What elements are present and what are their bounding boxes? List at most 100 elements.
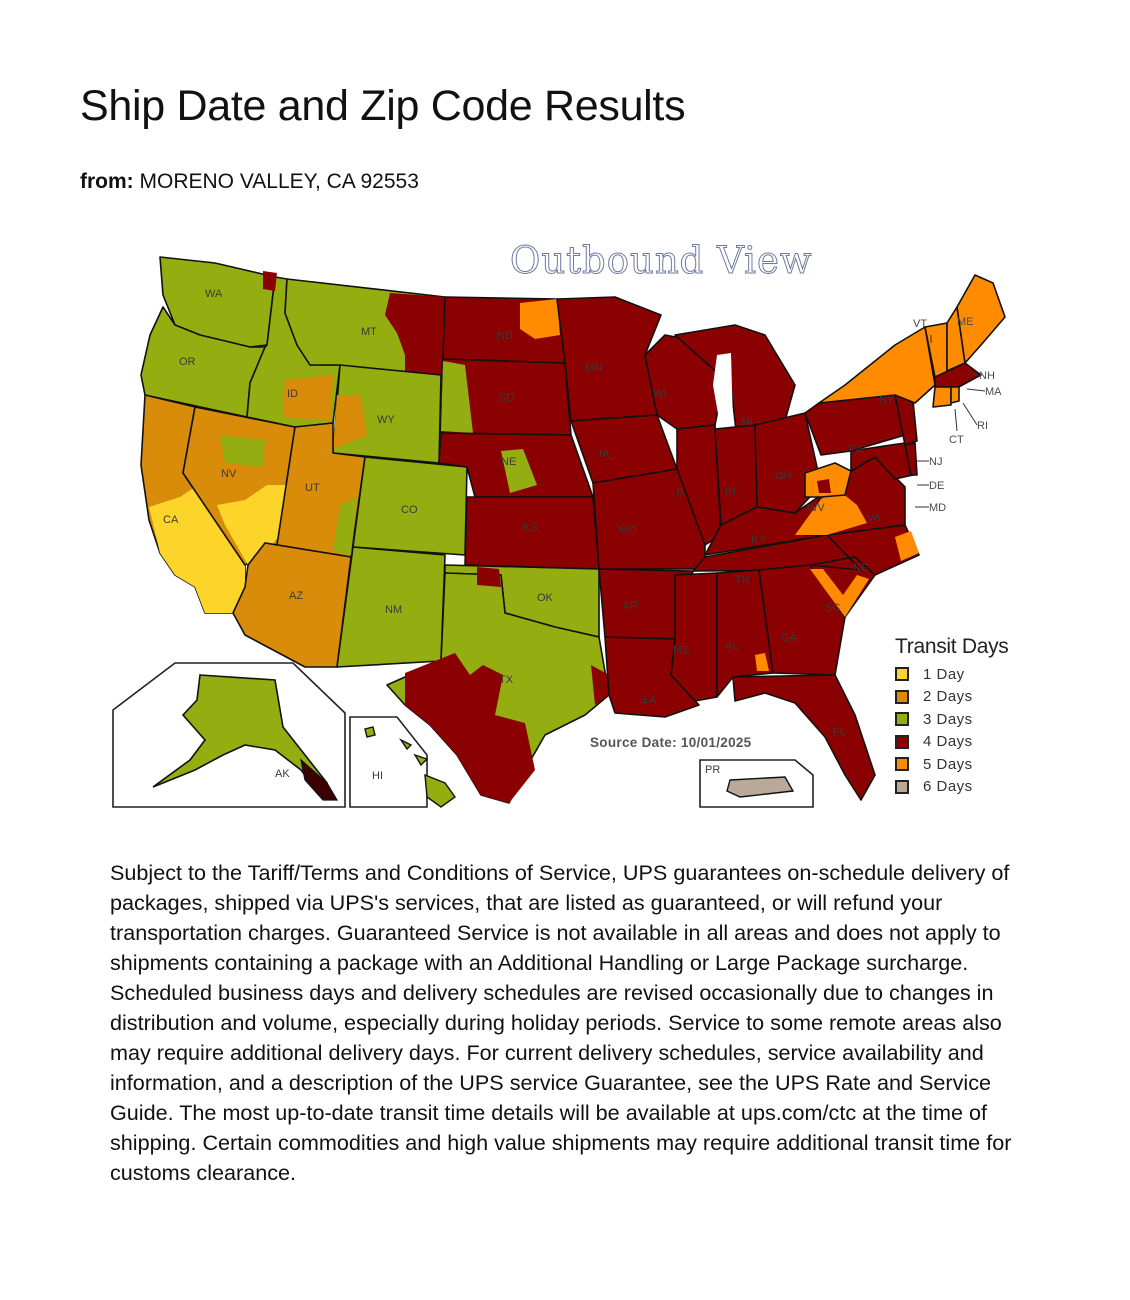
label-ma: MA	[985, 386, 1002, 398]
label-wv: WV	[807, 502, 825, 514]
legend-swatch-icon	[895, 689, 909, 704]
label-me: ME	[957, 316, 974, 328]
legend-swatch-icon	[895, 757, 909, 772]
origin-value: MORENO VALLEY, CA 92553	[139, 170, 419, 193]
label-id: ID	[287, 388, 298, 400]
label-de: DE	[929, 480, 944, 492]
legend: Transit Days 1 Day 2 Days 3 Days 4 Days …	[895, 635, 1045, 798]
legend-label: 6 Days	[923, 778, 973, 796]
label-mt: MT	[361, 326, 377, 338]
label-ky: KY	[751, 534, 766, 546]
state-mo	[592, 468, 706, 570]
state-ne-3day	[501, 449, 537, 493]
state-sd-3day	[441, 361, 473, 433]
label-ca: CA	[163, 514, 179, 526]
label-pr: PR	[705, 764, 720, 776]
legend-title: Transit Days	[895, 635, 1009, 658]
label-az: AZ	[289, 590, 303, 602]
label-wa: WA	[205, 288, 223, 300]
state-va-5day	[795, 489, 867, 535]
label-wy: WY	[377, 414, 395, 426]
label-ms: MS	[673, 644, 690, 656]
legend-item-4-days: 4 Days	[895, 731, 1045, 754]
state-nd-5day	[520, 299, 560, 339]
state-nc-5day	[895, 531, 919, 561]
label-hi: HI	[372, 770, 383, 782]
state-al-5day	[755, 653, 769, 671]
label-mi: MI	[741, 416, 753, 428]
label-in: IN	[725, 486, 736, 498]
label-fl: FL	[833, 726, 846, 738]
legend-swatch-icon	[895, 779, 909, 794]
us-map-svg: WA OR CA NV ID MT WY UT AZ CO NM ND SD N…	[112, 256, 1006, 808]
label-co: CO	[401, 504, 418, 516]
label-al: AL	[725, 640, 738, 652]
label-pa: PA	[849, 444, 864, 456]
legend-swatch-icon	[895, 712, 909, 727]
label-oh: OH	[775, 470, 792, 482]
label-ri: RI	[977, 420, 988, 432]
legend-label: 3 Days	[923, 710, 973, 728]
state-nc	[809, 524, 920, 576]
label-tn: TN	[735, 574, 750, 586]
state-ga	[758, 564, 846, 676]
label-ny: NY	[879, 394, 895, 406]
label-ga: GA	[781, 632, 798, 644]
label-sc: SC	[825, 602, 840, 614]
legend-label: 5 Days	[923, 755, 973, 773]
label-va: VA	[867, 512, 882, 524]
state-az	[232, 542, 352, 668]
legend-item-6-days: 6 Days	[895, 776, 1045, 799]
label-ok: OK	[537, 592, 554, 604]
legend-item-3-days: 3 Days	[895, 708, 1045, 731]
state-nv-3day	[220, 435, 265, 467]
label-nh: NH	[979, 370, 995, 382]
state-tx-4day-panhandle	[477, 567, 501, 587]
state-sc-5day	[810, 569, 869, 617]
label-vt: VT	[913, 318, 927, 330]
inset-puerto-rico	[699, 759, 814, 808]
label-nm: NM	[385, 604, 402, 616]
source-date: Source Date: 10/01/2025	[590, 735, 752, 750]
label-ia: IA	[599, 448, 610, 460]
state-tx-4day-east	[591, 665, 609, 705]
state-ri	[950, 386, 960, 404]
state-id-2day	[283, 375, 333, 421]
label-ks: KS	[523, 522, 538, 534]
state-ct	[932, 386, 952, 408]
label-ne: NE	[501, 456, 516, 468]
inset-alaska	[112, 662, 346, 808]
map-title: Outbound View	[510, 239, 813, 283]
legend-label: 4 Days	[923, 733, 973, 751]
label-la: LA	[643, 694, 657, 706]
origin-line: from: MORENO VALLEY, CA 92553	[80, 170, 419, 194]
inset-hawaii	[349, 716, 456, 808]
state-de	[904, 442, 918, 476]
state-wa-4day	[263, 271, 277, 291]
label-ak: AK	[275, 768, 290, 780]
state-ms	[670, 572, 718, 702]
state-fl	[732, 674, 876, 801]
label-ar: AR	[623, 600, 638, 612]
state-ma	[934, 362, 982, 390]
label-nc: NC	[853, 562, 869, 574]
transit-map: WA OR CA NV ID MT WY UT AZ CO NM ND SD N…	[105, 235, 1035, 815]
label-sd: SD	[499, 392, 514, 404]
label-tx: TX	[499, 674, 514, 686]
label-mn: MN	[585, 362, 602, 374]
origin-label: from:	[80, 170, 134, 193]
legend-item-5-days: 5 Days	[895, 753, 1045, 776]
page-title: Ship Date and Zip Code Results	[80, 82, 686, 130]
legend-item-1-day: 1 Day	[895, 663, 1045, 686]
lake-michigan	[713, 353, 733, 431]
legend-item-2-days: 2 Days	[895, 686, 1045, 709]
label-md: MD	[929, 502, 946, 514]
label-nd: ND	[497, 330, 513, 342]
label-il: IL	[677, 486, 686, 498]
state-wv-4day	[817, 479, 831, 493]
disclaimer-text: Subject to the Tariff/Terms and Conditio…	[110, 860, 1012, 1185]
state-ca-1day	[149, 487, 245, 613]
label-wi: WI	[653, 388, 666, 400]
label-nj: NJ	[929, 456, 942, 468]
label-or: OR	[179, 356, 196, 368]
